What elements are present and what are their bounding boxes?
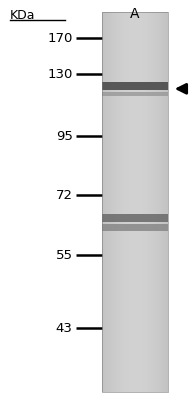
- Bar: [102, 92, 168, 96]
- Bar: [105, 12, 106, 392]
- Bar: [160, 12, 161, 392]
- Bar: [112, 12, 113, 392]
- Bar: [161, 12, 162, 392]
- Bar: [146, 12, 147, 392]
- Bar: [137, 12, 138, 392]
- Bar: [115, 12, 116, 392]
- Bar: [126, 12, 127, 392]
- Bar: [155, 12, 156, 392]
- Bar: [144, 12, 145, 392]
- Bar: [159, 12, 160, 392]
- Bar: [125, 12, 126, 392]
- Bar: [114, 12, 115, 392]
- Bar: [117, 12, 118, 392]
- Bar: [123, 12, 124, 392]
- Bar: [152, 12, 153, 392]
- Bar: [166, 12, 167, 392]
- Bar: [130, 12, 131, 392]
- Bar: [102, 12, 168, 392]
- Bar: [113, 12, 114, 392]
- Bar: [102, 214, 168, 222]
- Bar: [148, 12, 149, 392]
- Text: A: A: [130, 7, 140, 21]
- Bar: [149, 12, 150, 392]
- Bar: [102, 12, 103, 392]
- Bar: [145, 12, 146, 392]
- Bar: [163, 12, 164, 392]
- Bar: [124, 12, 125, 392]
- Bar: [121, 12, 122, 392]
- Bar: [127, 12, 128, 392]
- Bar: [103, 12, 104, 392]
- Bar: [151, 12, 152, 392]
- Bar: [142, 12, 143, 392]
- Bar: [164, 12, 165, 392]
- Text: KDa: KDa: [10, 9, 35, 22]
- Text: 55: 55: [56, 249, 73, 262]
- Bar: [120, 12, 121, 392]
- Bar: [132, 12, 133, 392]
- Text: 43: 43: [56, 322, 73, 334]
- Bar: [157, 12, 158, 392]
- Bar: [133, 12, 134, 392]
- Text: 170: 170: [47, 32, 73, 44]
- Text: 95: 95: [56, 130, 73, 142]
- Bar: [128, 12, 129, 392]
- Bar: [136, 12, 137, 392]
- Bar: [102, 224, 168, 231]
- Bar: [139, 12, 140, 392]
- Text: 72: 72: [56, 189, 73, 202]
- Bar: [104, 12, 105, 392]
- Bar: [107, 12, 108, 392]
- Bar: [143, 12, 144, 392]
- Bar: [138, 12, 139, 392]
- Bar: [119, 12, 120, 392]
- Bar: [109, 12, 110, 392]
- Bar: [116, 12, 117, 392]
- Bar: [106, 12, 107, 392]
- Bar: [118, 12, 119, 392]
- Bar: [167, 12, 168, 392]
- Bar: [141, 12, 142, 392]
- Bar: [131, 12, 132, 392]
- Bar: [165, 12, 166, 392]
- Bar: [135, 12, 136, 392]
- Bar: [110, 12, 111, 392]
- Bar: [134, 12, 135, 392]
- Bar: [140, 12, 141, 392]
- Bar: [156, 12, 157, 392]
- Bar: [122, 12, 123, 392]
- Bar: [162, 12, 163, 392]
- Bar: [158, 12, 159, 392]
- Bar: [108, 12, 109, 392]
- Bar: [102, 82, 168, 90]
- Bar: [153, 12, 154, 392]
- Text: 130: 130: [47, 68, 73, 80]
- Bar: [154, 12, 155, 392]
- Bar: [111, 12, 112, 392]
- Bar: [129, 12, 130, 392]
- Bar: [147, 12, 148, 392]
- Bar: [150, 12, 151, 392]
